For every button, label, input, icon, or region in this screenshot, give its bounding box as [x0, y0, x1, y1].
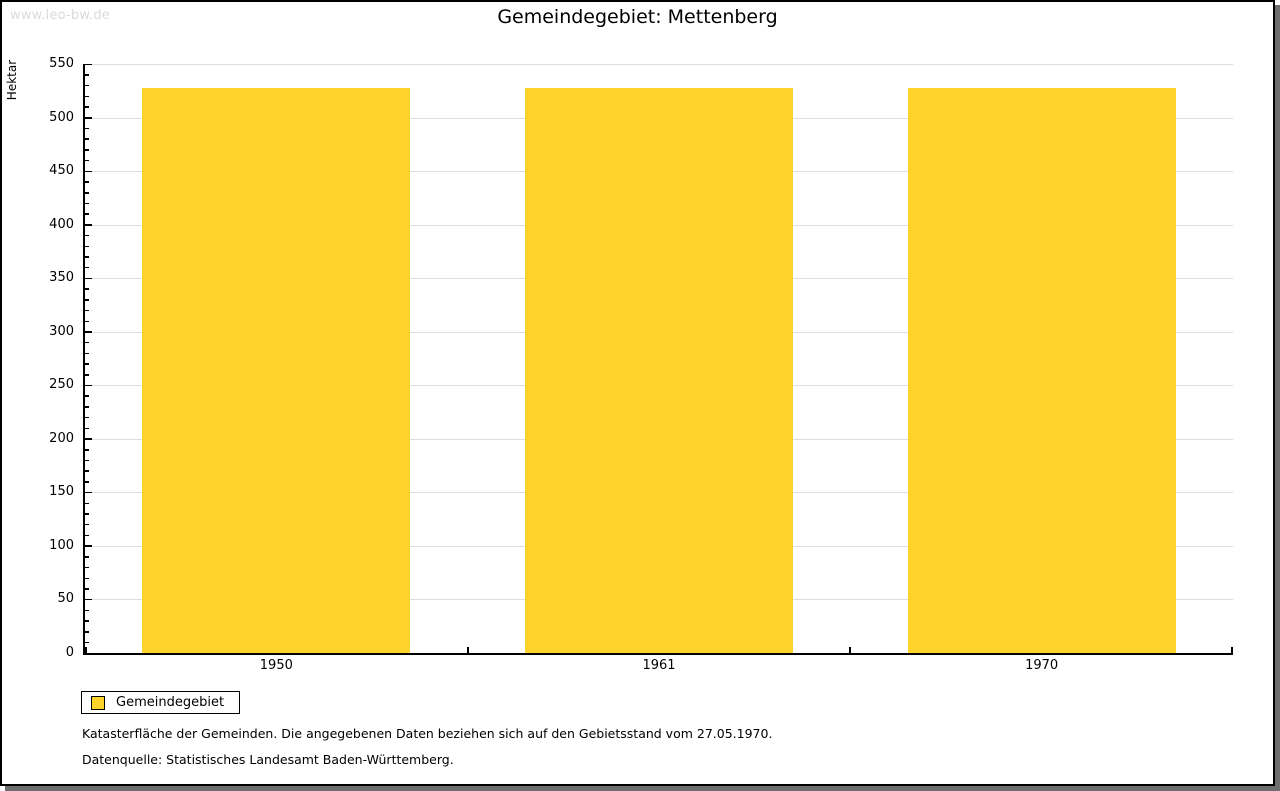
y-minor-tick-280	[85, 352, 89, 355]
bar-1970	[907, 87, 1176, 653]
y-tick-label-0: 0	[65, 645, 74, 660]
y-minor-tick-410	[85, 213, 89, 215]
y-major-tick-550	[85, 63, 92, 65]
y-minor-tick-530	[85, 84, 89, 87]
y-minor-tick-340	[85, 288, 89, 290]
y-minor-tick-180	[85, 459, 89, 462]
bar-1950	[142, 87, 411, 653]
y-tick-label-400: 400	[49, 216, 74, 232]
y-minor-tick-110	[85, 534, 89, 537]
y-minor-tick-310	[85, 320, 89, 323]
y-tick-label-300: 300	[49, 323, 74, 339]
legend-label: Gemeindegebiet	[116, 695, 225, 710]
y-minor-tick-260	[85, 374, 89, 376]
x-boundary-tick-1	[466, 647, 469, 653]
y-minor-tick-510	[85, 106, 89, 108]
y-major-tick-250	[85, 384, 92, 387]
y-minor-tick-20	[85, 631, 89, 633]
bar-1961	[525, 87, 793, 653]
legend: Gemeindegebiet	[81, 691, 241, 714]
y-minor-tick-230	[85, 406, 89, 408]
y-minor-tick-320	[85, 309, 89, 312]
y-minor-tick-370	[85, 256, 89, 258]
y-minor-tick-160	[85, 481, 89, 483]
y-tick-label-450: 450	[49, 163, 74, 179]
y-minor-tick-520	[85, 95, 89, 98]
legend-swatch-gemeindegebiet	[91, 695, 105, 710]
y-major-tick-200	[85, 438, 92, 440]
y-minor-tick-190	[85, 449, 89, 451]
y-minor-tick-40	[85, 609, 89, 612]
y-tick-label-500: 500	[49, 109, 74, 125]
y-major-tick-50	[85, 598, 92, 601]
y-minor-tick-90	[85, 556, 89, 558]
footnote-description: Katasterfläche der Gemeinden. Die angege…	[82, 726, 773, 741]
y-minor-tick-290	[85, 341, 89, 344]
plot-area	[83, 63, 1233, 655]
y-minor-tick-30	[85, 620, 89, 622]
x-tick-label-1961: 1961	[642, 658, 676, 673]
y-minor-tick-430	[85, 192, 89, 194]
x-boundary-tick-2	[849, 647, 852, 653]
footnote-source: Datenquelle: Statistisches Landesamt Bad…	[82, 752, 454, 767]
chart-title: Gemeindegebiet: Mettenberg	[497, 6, 778, 28]
y-minor-tick-240	[85, 395, 89, 397]
y-minor-tick-170	[85, 470, 89, 472]
y-minor-tick-220	[85, 416, 89, 419]
y-major-tick-300	[85, 331, 92, 333]
y-minor-tick-120	[85, 523, 89, 526]
y-major-tick-150	[85, 491, 92, 494]
y-minor-tick-360	[85, 266, 89, 269]
y-tick-label-100: 100	[49, 537, 74, 553]
y-minor-tick-460	[85, 159, 89, 162]
y-minor-tick-70	[85, 577, 89, 580]
y-tick-label-200: 200	[49, 430, 74, 446]
y-major-tick-450	[85, 170, 92, 173]
x-boundary-tick-3	[1231, 647, 1233, 653]
y-major-tick-500	[85, 117, 92, 119]
y-major-tick-100	[85, 545, 92, 547]
y-minor-tick-140	[85, 502, 89, 505]
y-minor-tick-60	[85, 588, 89, 590]
x-tick-label-1950: 1950	[259, 658, 293, 673]
y-axis-label: Hektar	[5, 59, 19, 101]
y-minor-tick-490	[85, 127, 89, 130]
y-minor-tick-80	[85, 566, 89, 569]
y-minor-tick-130	[85, 513, 89, 515]
x-tick-label-1970: 1970	[1025, 658, 1059, 673]
y-tick-label-350: 350	[49, 270, 74, 286]
y-tick-label-550: 550	[49, 56, 74, 71]
y-minor-tick-380	[85, 245, 89, 248]
y-minor-tick-420	[85, 202, 89, 205]
y-minor-tick-270	[85, 363, 89, 365]
x-boundary-tick-0	[85, 647, 87, 653]
y-major-tick-0	[85, 652, 92, 654]
y-tick-label-150: 150	[49, 484, 74, 500]
y-minor-tick-330	[85, 299, 89, 301]
y-minor-tick-390	[85, 234, 89, 237]
y-minor-tick-210	[85, 427, 89, 430]
gridline-y-550	[85, 64, 1233, 65]
y-minor-tick-470	[85, 149, 89, 151]
y-tick-label-250: 250	[49, 377, 74, 393]
y-minor-tick-480	[85, 138, 89, 140]
y-minor-tick-10	[85, 641, 89, 644]
y-tick-label-50: 50	[57, 591, 74, 607]
y-minor-tick-440	[85, 181, 89, 183]
y-minor-tick-540	[85, 74, 89, 76]
watermark-link: www.leo-bw.de	[10, 8, 111, 23]
y-major-tick-350	[85, 277, 92, 280]
y-major-tick-400	[85, 224, 92, 226]
